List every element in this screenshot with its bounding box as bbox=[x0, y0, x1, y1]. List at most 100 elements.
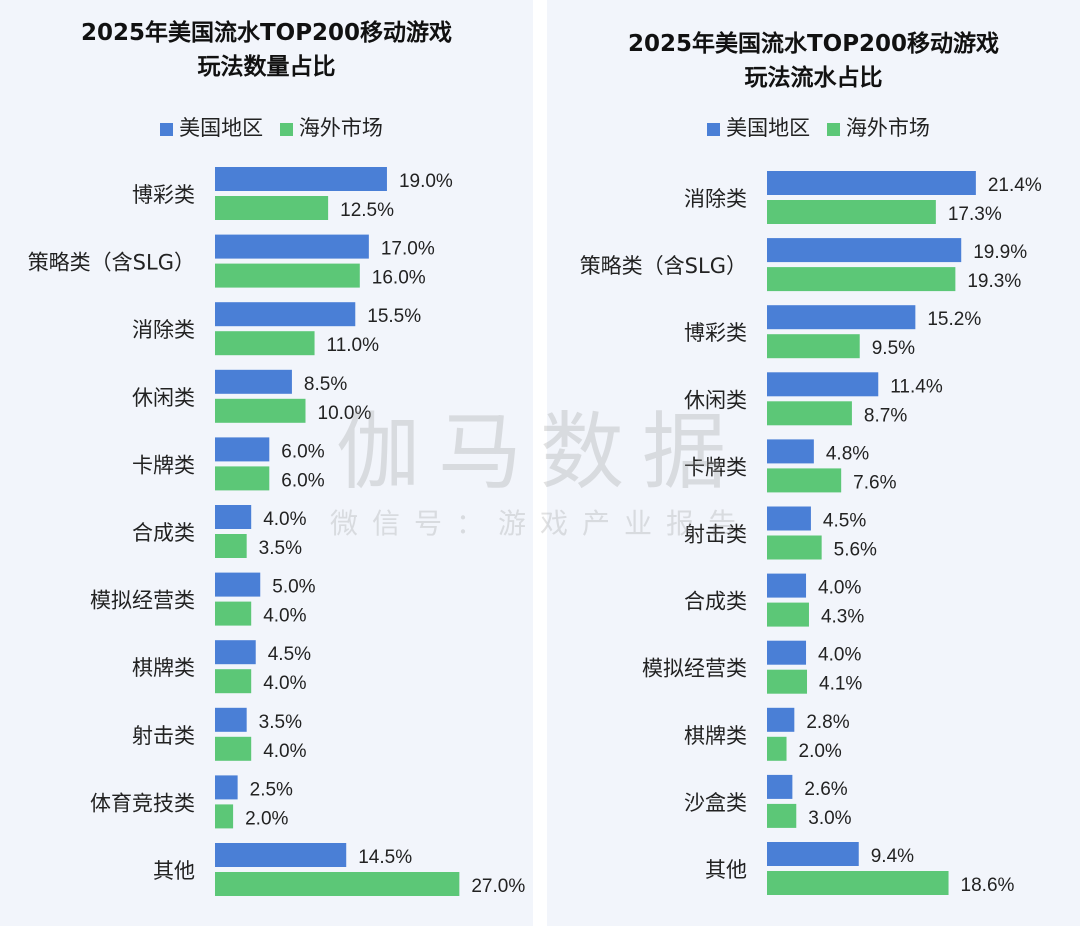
bar-us bbox=[767, 238, 962, 263]
legend: 美国地区 海外市场 bbox=[547, 112, 1080, 142]
data-label: 3.0% bbox=[808, 808, 851, 829]
category-label: 合成类 bbox=[132, 521, 195, 545]
bar-overseas bbox=[215, 872, 460, 896]
bar-overseas bbox=[767, 401, 852, 426]
data-label: 4.8% bbox=[826, 443, 869, 464]
category-label: 体育竞技类 bbox=[90, 791, 195, 815]
data-label: 2.0% bbox=[799, 741, 842, 762]
data-label: 2.8% bbox=[806, 712, 849, 733]
data-label: 3.5% bbox=[259, 538, 302, 559]
bar-us bbox=[215, 572, 261, 597]
legend-swatch-us bbox=[160, 122, 174, 136]
legend-swatch-us bbox=[707, 122, 721, 136]
data-label: 17.3% bbox=[948, 204, 1002, 225]
chart-title-wrapper: 2025年美国流水TOP200移动游戏玩法流水占比 bbox=[547, 27, 1080, 95]
data-label: 8.7% bbox=[864, 405, 907, 426]
data-label: 4.0% bbox=[263, 741, 306, 762]
data-label: 19.0% bbox=[399, 171, 453, 192]
bar-overseas bbox=[215, 196, 329, 220]
category-label: 其他 bbox=[153, 859, 195, 883]
category-label: 棋牌类 bbox=[132, 656, 195, 680]
legend-label-us: 美国地区 bbox=[726, 116, 811, 140]
category-label: 博彩类 bbox=[684, 321, 747, 345]
bar-overseas bbox=[215, 331, 315, 356]
data-label: 15.5% bbox=[367, 306, 421, 327]
bar-us bbox=[215, 302, 356, 327]
data-label: 9.5% bbox=[872, 338, 915, 359]
category-label: 博彩类 bbox=[132, 183, 195, 207]
bar-us bbox=[767, 506, 811, 531]
chart-title-line-1: 2025年美国流水TOP200移动游戏 bbox=[80, 20, 453, 46]
data-label: 4.5% bbox=[823, 511, 866, 532]
legend-label-overseas: 海外市场 bbox=[845, 116, 930, 140]
bar-us bbox=[215, 505, 252, 529]
data-label: 5.0% bbox=[272, 577, 315, 598]
data-label: 4.0% bbox=[263, 606, 306, 627]
bar-overseas bbox=[215, 669, 252, 694]
data-label: 11.4% bbox=[890, 376, 943, 397]
bar-overseas bbox=[767, 669, 808, 694]
data-label: 4.0% bbox=[263, 673, 306, 694]
category-label: 策略类（含SLG） bbox=[580, 254, 747, 278]
bar-overseas bbox=[215, 263, 360, 288]
category-label: 卡牌类 bbox=[132, 453, 195, 477]
data-label: 9.4% bbox=[871, 846, 914, 867]
data-label: 4.3% bbox=[821, 607, 864, 628]
data-label: 4.0% bbox=[818, 645, 861, 666]
bar-overseas bbox=[767, 803, 797, 828]
data-label: 7.6% bbox=[853, 472, 896, 493]
data-label: 2.0% bbox=[245, 808, 288, 829]
data-label: 2.5% bbox=[250, 779, 293, 800]
category-label: 消除类 bbox=[132, 318, 195, 342]
category-label: 休闲类 bbox=[684, 388, 747, 412]
bar-us bbox=[215, 437, 270, 462]
category-label: 卡牌类 bbox=[684, 455, 747, 479]
bar-overseas bbox=[767, 267, 956, 292]
bar-us bbox=[215, 843, 347, 867]
bar-overseas bbox=[767, 736, 787, 761]
bar-overseas bbox=[215, 601, 252, 626]
bar-chart-count-share: 博彩类 19.0%12.5% 策略类（含SLG） 17.0% 16.0% 消除类 15.5%… bbox=[28, 167, 525, 897]
bar-overseas bbox=[215, 736, 252, 761]
category-label: 模拟经营类 bbox=[90, 589, 195, 613]
legend-swatch-overseas bbox=[279, 122, 293, 136]
category-label: 其他 bbox=[705, 858, 747, 882]
legend-label-us: 美国地区 bbox=[179, 116, 264, 140]
data-label: 5.6% bbox=[834, 540, 877, 561]
bar-overseas bbox=[215, 534, 247, 558]
bar-us bbox=[767, 774, 793, 799]
bar-overseas bbox=[215, 398, 306, 423]
bar-us bbox=[215, 775, 238, 800]
data-label: 2.6% bbox=[804, 779, 847, 800]
data-label: 4.1% bbox=[819, 674, 862, 695]
category-label: 模拟经营类 bbox=[642, 657, 747, 681]
data-label: 6.0% bbox=[281, 441, 324, 462]
legend-label-overseas: 海外市场 bbox=[298, 116, 383, 140]
category-label: 射击类 bbox=[132, 724, 195, 748]
bar-overseas bbox=[215, 466, 270, 491]
data-label: 15.2% bbox=[927, 309, 981, 330]
data-label: 11.0% bbox=[327, 335, 380, 356]
category-label: 合成类 bbox=[684, 590, 747, 614]
bar-us bbox=[767, 707, 795, 732]
chart-title: 2025年美国流水TOP200移动游戏 玩法数量占比 bbox=[0, 16, 533, 84]
chart-panel-count-share: 2025年美国流水TOP200移动游戏 玩法数量占比 美国地区 海外市场 博彩类… bbox=[0, 0, 533, 926]
bar-us bbox=[215, 234, 369, 259]
data-label: 4.0% bbox=[818, 578, 861, 599]
data-label: 14.5% bbox=[358, 847, 412, 868]
bar-overseas bbox=[767, 535, 822, 560]
bar-us bbox=[215, 707, 247, 732]
bar-us bbox=[215, 167, 387, 191]
bar-overseas bbox=[215, 804, 234, 829]
bar-us bbox=[767, 372, 879, 397]
data-label: 19.9% bbox=[973, 242, 1027, 263]
data-label: 4.5% bbox=[268, 644, 311, 665]
category-label: 消除类 bbox=[684, 187, 747, 211]
legend: 美国地区 海外市场 bbox=[0, 112, 533, 142]
bar-us bbox=[767, 573, 807, 598]
bar-us bbox=[215, 640, 256, 665]
chart-panel-revenue-share: 2025年美国流水TOP200移动游戏玩法流水占比 美国地区 海外市场 消除类 2… bbox=[547, 0, 1080, 926]
bar-us bbox=[767, 171, 976, 195]
category-label: 棋牌类 bbox=[684, 724, 747, 748]
data-label: 16.0% bbox=[372, 268, 426, 289]
